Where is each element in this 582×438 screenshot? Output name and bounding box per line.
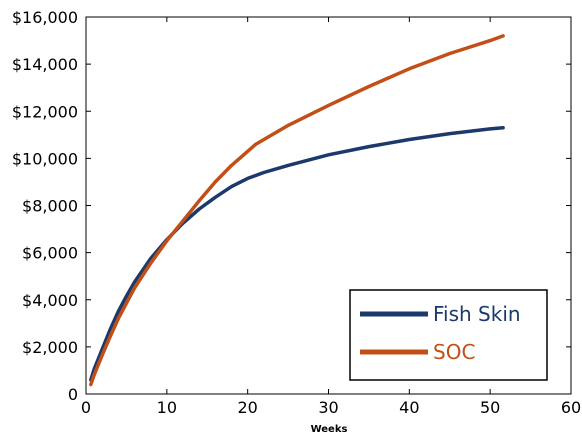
series-layer (89, 34, 505, 387)
series-line-soc (89, 34, 505, 387)
y-tick-label: $14,000 (12, 55, 78, 74)
x-tick-label: 20 (237, 398, 257, 417)
y-tick-label: $6,000 (22, 244, 78, 263)
x-tick-label: 10 (157, 398, 177, 417)
series-line-fish-skin (89, 125, 505, 382)
x-tick-label: 50 (480, 398, 500, 417)
y-tick-label: $2,000 (22, 338, 78, 357)
x-axis-label: Weeks (311, 424, 348, 435)
x-tick-label: 30 (318, 398, 338, 417)
legend-label-fish-skin: Fish Skin (433, 302, 521, 326)
y-tick-label: 0 (68, 385, 78, 404)
x-tick-label: 60 (561, 398, 581, 417)
x-tick-label: 0 (81, 398, 91, 417)
y-tick-label: $16,000 (12, 8, 78, 27)
y-tick-label: $8,000 (22, 197, 78, 216)
y-axis: 0 $2,000 $4,000 $6,000 $8,000 $10,000 $12,000 $… (12, 8, 571, 404)
legend: Fish Skin SOC (349, 289, 548, 381)
y-tick-label: $10,000 (12, 149, 78, 168)
x-tick-label: 40 (399, 398, 419, 417)
y-tick-label: $12,000 (12, 102, 78, 121)
y-tick-label: $4,000 (22, 291, 78, 310)
x-axis: 0 10 20 30 40 50 60 (81, 17, 581, 417)
legend-label-soc: SOC (433, 340, 475, 364)
legend-box (349, 289, 548, 381)
